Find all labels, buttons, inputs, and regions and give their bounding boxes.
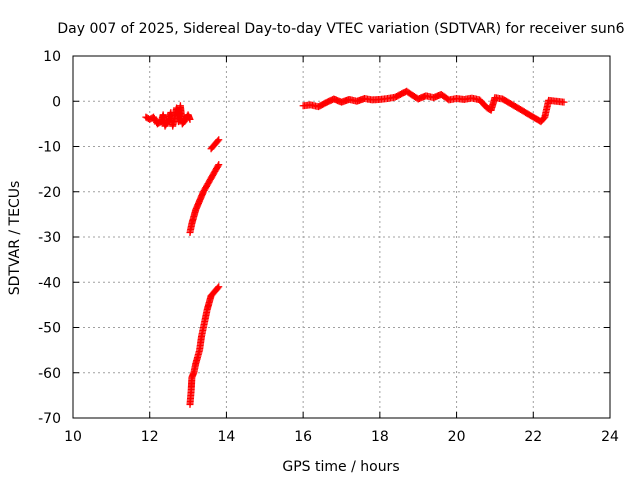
y-tick-label: 0 — [52, 94, 61, 110]
y-tick-label: -60 — [38, 366, 61, 382]
y-tick-label: -50 — [38, 321, 61, 337]
x-axis-title: GPS time / hours — [282, 459, 399, 475]
x-tick-label: 16 — [294, 429, 312, 445]
data-point — [186, 115, 194, 123]
x-tick-label: 22 — [524, 429, 542, 445]
x-tick-label: 20 — [448, 429, 466, 445]
x-tick-label: 12 — [141, 429, 159, 445]
data-point — [560, 98, 568, 106]
y-tick-label: -70 — [38, 411, 61, 427]
ticks — [72, 55, 611, 419]
y-tick-label: -30 — [38, 230, 61, 246]
x-tick-label: 24 — [601, 429, 619, 445]
data-point — [214, 162, 222, 170]
data-point — [214, 137, 222, 145]
data-point — [214, 284, 222, 292]
y-axis-title: SDTVAR / TECUs — [7, 181, 23, 296]
x-tick-label: 18 — [371, 429, 389, 445]
y-tick-label: -10 — [38, 140, 61, 156]
data-points — [142, 87, 568, 408]
data-point — [215, 161, 223, 169]
x-tick-label: 10 — [64, 429, 82, 445]
data-point — [215, 283, 223, 291]
data-point — [215, 136, 223, 144]
y-tick-labels: 10 0 -10 -20 -30 -40 -50 -60 -70 — [38, 49, 61, 427]
y-tick-label: -40 — [38, 275, 61, 291]
x-tick-labels: 10 12 14 16 18 20 22 24 — [64, 429, 619, 445]
y-tick-label: -20 — [38, 185, 61, 201]
grid — [73, 56, 610, 418]
chart-title: Day 007 of 2025, Sidereal Day-to-day VTE… — [57, 21, 624, 37]
x-tick-label: 14 — [218, 429, 236, 445]
y-tick-label: 10 — [43, 49, 61, 65]
